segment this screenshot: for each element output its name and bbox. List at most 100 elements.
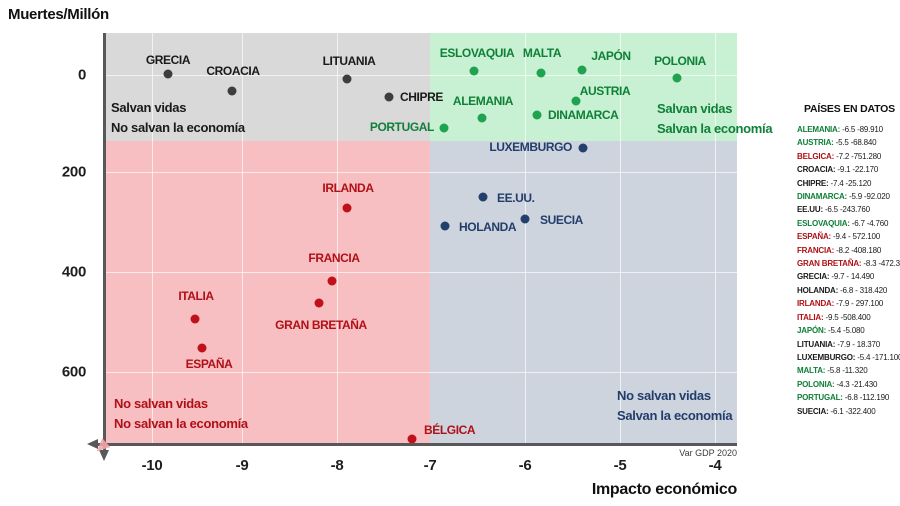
legend-country-values: -7.2 -751.280 bbox=[834, 151, 882, 161]
legend-country-values: -5.9 -92.020 bbox=[847, 192, 890, 202]
y-axis-title: Muertes/Millón bbox=[8, 6, 109, 23]
data-point-label: CHIPRE bbox=[400, 90, 443, 104]
data-point-dot bbox=[571, 96, 581, 106]
quadrant-save-lives-save-economy bbox=[430, 33, 737, 141]
legend-country-values: -5.4 -5.080 bbox=[826, 326, 865, 336]
data-point-dot bbox=[536, 68, 546, 78]
quadrant-save-economy-not-lives bbox=[430, 141, 737, 443]
data-point-label: AUSTRIA bbox=[579, 84, 631, 98]
caption-line: Salvan la economía bbox=[657, 121, 773, 136]
x-axis-tick: -8 bbox=[330, 457, 344, 474]
legend-entry: AUSTRIA: -5.5 -68.840 bbox=[797, 136, 900, 149]
data-point-dot bbox=[327, 276, 337, 286]
legend-country-values: -9.7 - 14.490 bbox=[829, 272, 875, 282]
data-point-label: ESLOVAQUIA bbox=[439, 46, 515, 60]
data-point-dot bbox=[577, 65, 587, 75]
data-point-label: MALTA bbox=[522, 46, 562, 60]
legend-entry: PORTUGAL: -6.8 -112.190 bbox=[797, 391, 900, 404]
data-point-dot bbox=[469, 66, 479, 76]
data-point-label: ESPAÑA bbox=[185, 357, 233, 371]
x-axis-tick: -5 bbox=[613, 457, 627, 474]
gridline-vertical bbox=[620, 33, 621, 443]
gridline-horizontal bbox=[105, 75, 737, 76]
legend-country-name: LUXEMBURGO: bbox=[797, 352, 856, 362]
legend-country-values: -7.9 - 297.100 bbox=[834, 299, 884, 309]
data-point-dot bbox=[440, 221, 450, 231]
legend-entry: HOLANDA: -6.8 - 318.420 bbox=[797, 284, 900, 297]
legend-country-values: -9.4 - 572.100 bbox=[831, 232, 881, 242]
legend-entry: JAPÓN: -5.4 -5.080 bbox=[797, 324, 900, 337]
legend-entry: LUXEMBURGO: -5.4 -171.100 bbox=[797, 351, 900, 364]
legend-entry: CROACIA: -9.1 -22.170 bbox=[797, 163, 900, 176]
y-axis-tick: 600 bbox=[61, 363, 86, 381]
data-point-dot bbox=[227, 86, 237, 96]
legend-country-values: -9.1 -22.170 bbox=[835, 165, 879, 175]
legend-country-values: -6.8 - 318.420 bbox=[838, 285, 888, 295]
data-point-dot bbox=[197, 343, 207, 353]
legend-country-name: MALTA: bbox=[797, 366, 826, 376]
caption-line: No salvan la economía bbox=[111, 120, 245, 135]
legend-country-name: ESPAÑA: bbox=[797, 232, 832, 242]
caption-line: No salvan la economía bbox=[114, 416, 248, 431]
legend-entry: GRAN BRETAÑA: -8.3 -472.340 bbox=[797, 257, 900, 270]
legend-country-name: GRECIA: bbox=[797, 272, 830, 282]
legend-country-name: ALEMANIA: bbox=[797, 125, 841, 134]
caption-bottom-left: No salvan vidas No salvan la economía bbox=[114, 394, 248, 434]
x-axis-note: Var GDP 2020 bbox=[679, 448, 737, 458]
legend-country-values: -8.2 -408.180 bbox=[834, 245, 882, 255]
x-axis-tick: -9 bbox=[235, 457, 249, 474]
gridline-vertical bbox=[525, 33, 526, 443]
legend-entry: EE.UU: -6.5 -243.760 bbox=[797, 203, 900, 216]
data-point-label: JAPÓN bbox=[591, 49, 631, 63]
gridline-vertical bbox=[337, 33, 338, 443]
caption-bottom-right: No salvan vidas Salvan la economía bbox=[617, 386, 733, 426]
data-point-dot bbox=[477, 113, 487, 123]
legend-country-values: -9.5 -508.400 bbox=[823, 312, 871, 322]
legend-entry: LITUANIA: -7.9 - 18.370 bbox=[797, 338, 900, 351]
legend-entry: POLONIA: -4.3 -21.430 bbox=[797, 378, 900, 391]
legend-entry: IRLANDA: -7.9 - 297.100 bbox=[797, 297, 900, 310]
data-point-label: LUXEMBURGO bbox=[489, 140, 572, 154]
x-axis-tick: -4 bbox=[708, 457, 722, 474]
legend-country-name: GRAN BRETAÑA: bbox=[797, 259, 862, 269]
legend-entry: SUECIA: -6.1 -322.400 bbox=[797, 405, 900, 418]
data-point-dot bbox=[478, 192, 488, 202]
legend-entry: FRANCIA: -8.2 -408.180 bbox=[797, 244, 900, 257]
data-point-dot bbox=[520, 214, 530, 224]
legend-country-name: SUECIA: bbox=[797, 406, 829, 416]
legend-country-name: IRLANDA: bbox=[797, 299, 835, 309]
y-axis-tick: 200 bbox=[61, 163, 86, 181]
x-axis-tick: -7 bbox=[423, 457, 437, 474]
gridline-vertical bbox=[715, 33, 716, 443]
data-point-label: ITALIA bbox=[178, 289, 214, 303]
legend-country-name: JAPÓN: bbox=[797, 326, 827, 336]
legend-country-name: PORTUGAL: bbox=[797, 393, 843, 403]
y-axis-line bbox=[103, 33, 106, 451]
data-point-label: DINAMARCA bbox=[548, 108, 619, 122]
caption-line: Salvan vidas bbox=[657, 101, 733, 116]
gridline-vertical bbox=[152, 33, 153, 443]
legend-country-values: -6.1 -322.400 bbox=[828, 406, 876, 416]
gridline-vertical bbox=[242, 33, 243, 443]
legend-country-values: -4.3 -21.430 bbox=[834, 379, 878, 389]
data-point-label: FRANCIA bbox=[308, 251, 360, 265]
data-point-dot bbox=[439, 123, 449, 133]
data-point-label: HOLANDA bbox=[459, 220, 517, 234]
legend-panel: PAÍSES EN DATOS ALEMANIA: -6.5 -89.910 AU… bbox=[797, 103, 900, 418]
data-point-dot bbox=[384, 92, 394, 102]
data-point-label: ALEMANIA bbox=[452, 94, 514, 108]
quadrant-save-neither bbox=[105, 141, 430, 443]
caption-line: No salvan vidas bbox=[617, 388, 711, 403]
quadrant-save-lives-not-economy bbox=[105, 33, 430, 141]
data-point-dot bbox=[578, 143, 588, 153]
data-point-dot bbox=[163, 69, 173, 79]
caption-line: Salvan vidas bbox=[111, 100, 187, 115]
legend-country-name: ESLOVAQUIA: bbox=[797, 218, 850, 228]
gridline-horizontal bbox=[105, 172, 737, 173]
legend-title: PAÍSES EN DATOS bbox=[804, 103, 895, 115]
x-axis-title: Impacto económico bbox=[591, 481, 737, 498]
data-point-dot bbox=[407, 434, 417, 444]
data-point-label: BÉLGICA bbox=[424, 423, 476, 437]
legend-country-values: -7.9 - 18.370 bbox=[835, 339, 880, 349]
